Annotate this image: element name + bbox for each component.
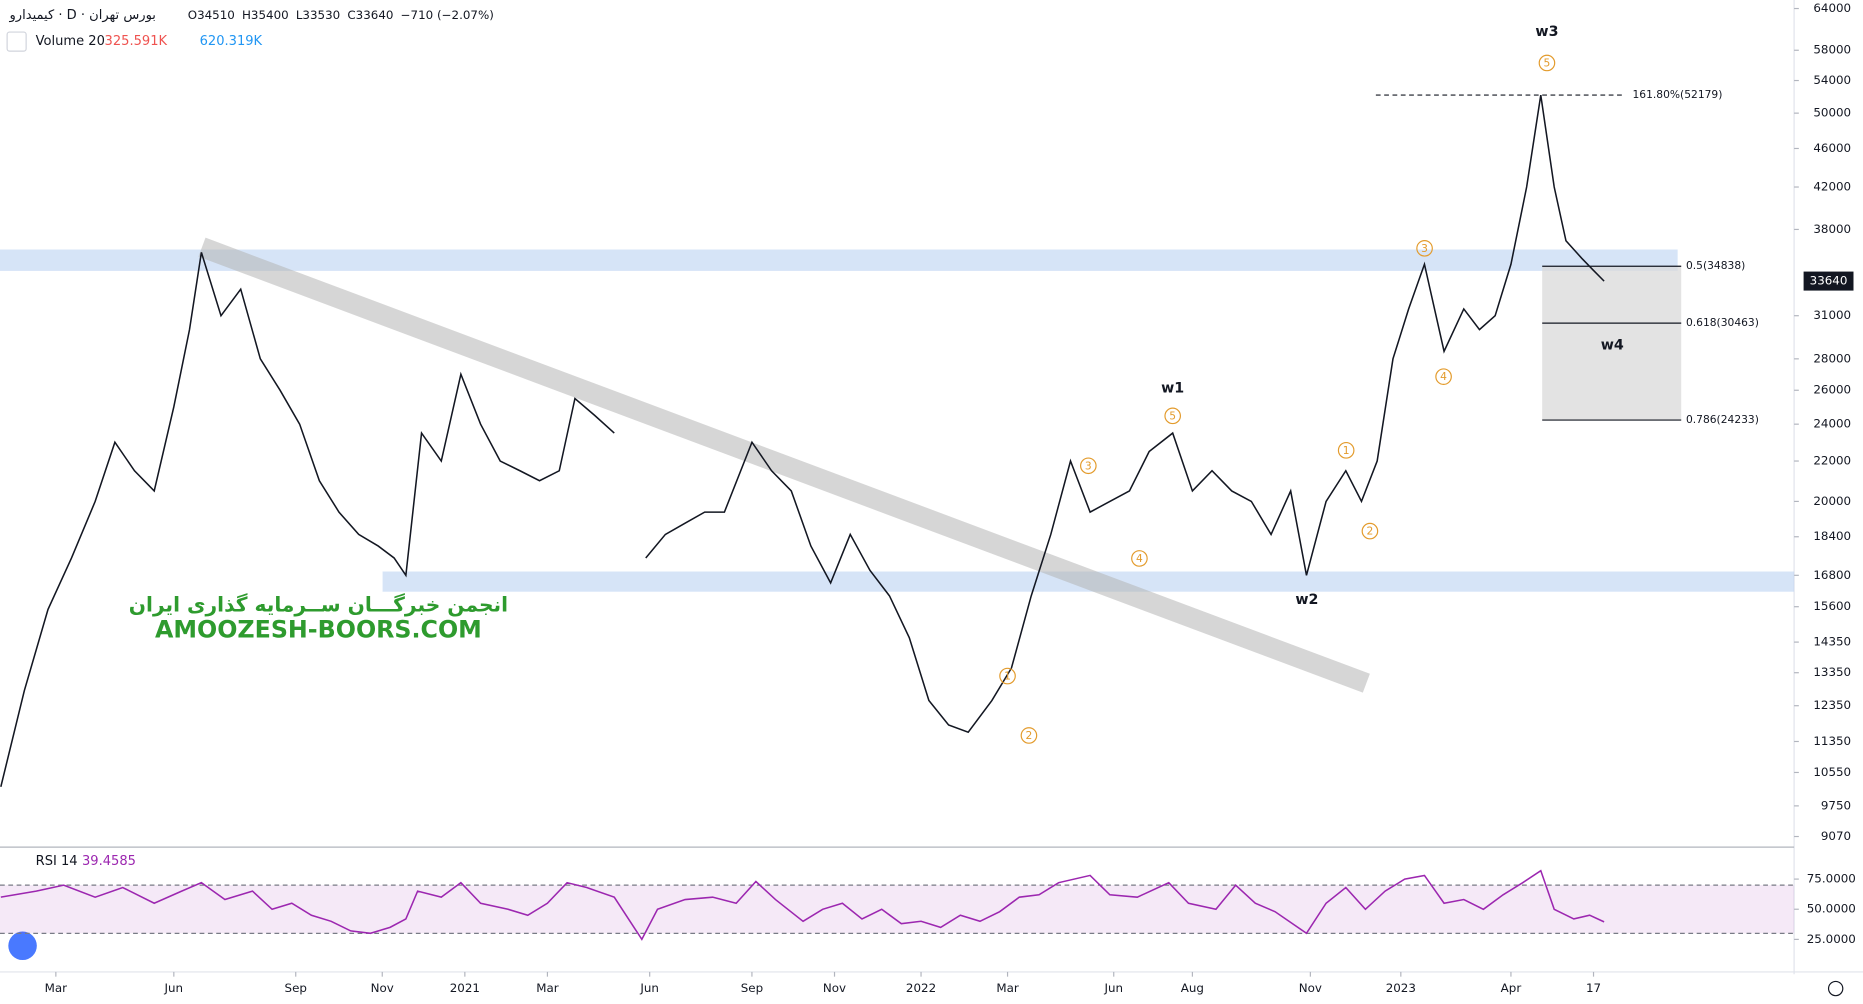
y-tick-label: 50000 bbox=[1813, 106, 1851, 120]
y-tick-label: 28000 bbox=[1813, 351, 1851, 365]
x-tick-label: Apr bbox=[1501, 981, 1522, 995]
wave-circle bbox=[1416, 240, 1433, 257]
wave-label: w1 bbox=[1161, 381, 1184, 397]
ohlc-value: C33640 bbox=[347, 8, 393, 22]
fib-label: 0.618(30463) bbox=[1686, 316, 1759, 329]
rsi-value: 39.4585 bbox=[82, 854, 136, 869]
collapse-button[interactable] bbox=[6, 31, 27, 52]
volume-label: Volume 20 bbox=[36, 34, 105, 49]
watermark-en: AMOOZESH-BOORS.COM bbox=[155, 615, 482, 643]
x-tick-label: Nov bbox=[1299, 981, 1322, 995]
resistance-zone bbox=[0, 249, 1678, 271]
ohlc-value: −710 (−2.07%) bbox=[401, 8, 494, 22]
price-line bbox=[0, 94, 1605, 787]
y-tick-label: 13350 bbox=[1813, 665, 1851, 679]
x-tick-label: Jun bbox=[1103, 981, 1123, 995]
last-price-tag bbox=[1803, 271, 1854, 291]
x-tick-label: 17 bbox=[1586, 981, 1601, 995]
y-tick-label: 25.0000 bbox=[1807, 932, 1856, 946]
wave-circle bbox=[1080, 457, 1097, 475]
y-tick-label: 50.0000 bbox=[1807, 902, 1856, 916]
x-tick-label: 2022 bbox=[906, 981, 936, 995]
wave-number: 3 bbox=[1085, 459, 1092, 472]
y-tick-label: 11350 bbox=[1813, 734, 1851, 748]
ohlc-value: O34510 bbox=[188, 8, 235, 22]
x-tick-label: Nov bbox=[823, 981, 846, 995]
y-tick-label: 38000 bbox=[1813, 222, 1851, 236]
wave-circle bbox=[1538, 54, 1556, 72]
y-tick-label: 20000 bbox=[1813, 494, 1851, 508]
fib-box bbox=[1542, 266, 1682, 421]
wave-number: 4 bbox=[1136, 552, 1143, 565]
x-tick-label: 2021 bbox=[450, 981, 480, 995]
wave-number: 3 bbox=[1421, 242, 1428, 255]
symbol: کیمیدارو · D · بورس تهران bbox=[9, 8, 156, 23]
wave-circle bbox=[1020, 727, 1038, 744]
fib-label: 0.786(24233) bbox=[1686, 413, 1759, 426]
wave-label: w3 bbox=[1535, 24, 1558, 40]
y-tick-label: 10550 bbox=[1813, 765, 1851, 779]
x-tick-label: Nov bbox=[371, 981, 394, 995]
wave-circle bbox=[1131, 550, 1148, 567]
y-tick-label: 9750 bbox=[1821, 798, 1851, 812]
wave-number: 5 bbox=[1169, 409, 1176, 422]
rsi-title: RSI 14 bbox=[36, 854, 78, 869]
wave-circle bbox=[1164, 407, 1182, 425]
wave-label: w4 bbox=[1601, 338, 1624, 354]
wave-number: 4 bbox=[1440, 370, 1447, 383]
x-tick-label: Mar bbox=[996, 981, 1019, 995]
x-tick-label: Mar bbox=[45, 981, 68, 995]
logo[interactable] bbox=[8, 931, 37, 961]
volume-value: 325.591K bbox=[105, 34, 168, 49]
y-tick-label: 26000 bbox=[1813, 383, 1851, 397]
y-tick-label: 54000 bbox=[1813, 73, 1851, 87]
wave-number: 1 bbox=[1343, 444, 1350, 457]
x-tick-label: Sep bbox=[741, 981, 763, 995]
wave-circle bbox=[999, 667, 1016, 685]
ohlc-value: L33530 bbox=[296, 8, 340, 22]
ohlc-value: H35400 bbox=[242, 8, 289, 22]
wave-circle bbox=[1337, 441, 1355, 459]
y-tick-label: 75.0000 bbox=[1807, 872, 1856, 886]
y-tick-label: 42000 bbox=[1813, 180, 1851, 194]
y-tick-label: 18400 bbox=[1813, 529, 1851, 543]
y-tick-label: 15600 bbox=[1813, 599, 1851, 613]
y-tick-label: 64000 bbox=[1813, 1, 1851, 15]
trend-channel bbox=[198, 237, 1370, 693]
x-tick-label: Jun bbox=[639, 981, 659, 995]
volume-ma-value: 620.319K bbox=[200, 34, 263, 49]
fib-label: 161.80%(52179) bbox=[1633, 88, 1723, 101]
last-price-label: 33640 bbox=[1810, 274, 1848, 288]
wave-label: w2 bbox=[1295, 592, 1318, 608]
fib-label: 0.5(34838) bbox=[1686, 259, 1745, 272]
x-tick-label: Jun bbox=[164, 981, 184, 995]
x-tick-label: Aug bbox=[1181, 981, 1204, 995]
y-tick-label: 22000 bbox=[1813, 454, 1851, 468]
y-tick-label: 24000 bbox=[1813, 417, 1851, 431]
wave-circle bbox=[1435, 368, 1452, 385]
x-tick-label: 2023 bbox=[1386, 981, 1416, 995]
y-tick-label: 12350 bbox=[1813, 698, 1851, 712]
wave-circle bbox=[1361, 522, 1379, 540]
x-tick-label: Sep bbox=[285, 981, 307, 995]
y-tick-label: 9070 bbox=[1821, 829, 1851, 843]
rsi-band bbox=[0, 885, 1795, 934]
price-line bbox=[0, 869, 1605, 941]
y-tick-label: 46000 bbox=[1813, 141, 1851, 155]
watermark-fa: انجمن خبرگـــان ســرمایه گذاری ایران bbox=[129, 592, 508, 616]
wave-number: 2 bbox=[1367, 525, 1374, 538]
y-tick-label: 58000 bbox=[1813, 43, 1851, 57]
settings-button[interactable] bbox=[1827, 980, 1844, 997]
y-tick-label: 16800 bbox=[1813, 568, 1851, 582]
wave-number: 1 bbox=[1004, 670, 1011, 683]
wave-number: 5 bbox=[1544, 57, 1551, 70]
y-tick-label: 31000 bbox=[1813, 308, 1851, 322]
wave-number: 2 bbox=[1026, 729, 1033, 742]
x-tick-label: Mar bbox=[536, 981, 559, 995]
y-tick-label: 14350 bbox=[1813, 635, 1851, 649]
